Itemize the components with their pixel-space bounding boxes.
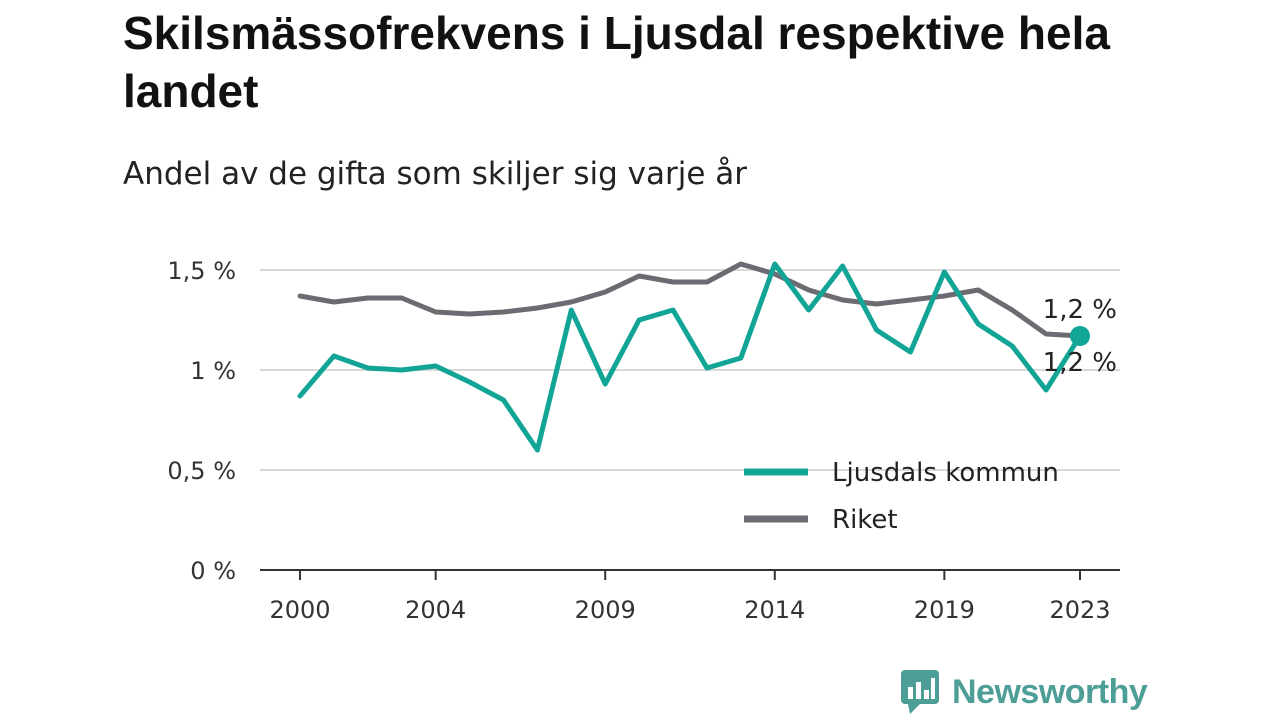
- chart-title: Skilsmässofrekvens i Ljusdal respektive …: [123, 7, 1110, 117]
- y-tick-label: 1,5 %: [167, 257, 236, 285]
- y-tick-label: 0 %: [190, 557, 236, 585]
- line-chart: 0 % 0,5 % 1 % 1,5 % 2000 2004 2009 2014 2019 202…: [167, 257, 1120, 624]
- series-line-riket: [297, 261, 1083, 339]
- y-axis-ticks: 0 % 0,5 % 1 % 1,5 %: [167, 257, 236, 585]
- y-tick-label: 1 %: [190, 357, 236, 385]
- newsworthy-logo-icon: [901, 670, 939, 714]
- legend: Ljusdals kommun Riket: [744, 458, 1059, 535]
- x-axis-ticks: 2000 2004 2009 2014 2019 2023: [269, 570, 1111, 624]
- brand-name: Newsworthy: [952, 672, 1148, 711]
- chart-subtitle: Andel av de gifta som skiljer sig varje …: [123, 156, 747, 192]
- series-layer: [297, 261, 1090, 453]
- end-labels: 1,2 % 1,2 %: [1043, 295, 1117, 378]
- series-line-ljusdal: [297, 261, 1083, 453]
- legend-label: Ljusdals kommun: [832, 458, 1059, 488]
- x-tick-label: 2014: [744, 596, 805, 624]
- x-tick-label: 2004: [405, 596, 466, 624]
- x-tick-label: 2000: [269, 596, 330, 624]
- x-tick-label: 2019: [914, 596, 975, 624]
- x-tick-label: 2009: [575, 596, 636, 624]
- legend-label: Riket: [832, 505, 898, 535]
- end-point-ljusdal: [1070, 326, 1090, 346]
- brand-logo: Newsworthy: [900, 668, 1148, 716]
- x-tick-label: 2023: [1049, 596, 1110, 624]
- end-label-ljusdal: 1,2 %: [1043, 348, 1117, 378]
- y-tick-label: 0,5 %: [167, 457, 236, 485]
- grid-layer: [260, 269, 1120, 571]
- end-label-riket: 1,2 %: [1043, 295, 1117, 325]
